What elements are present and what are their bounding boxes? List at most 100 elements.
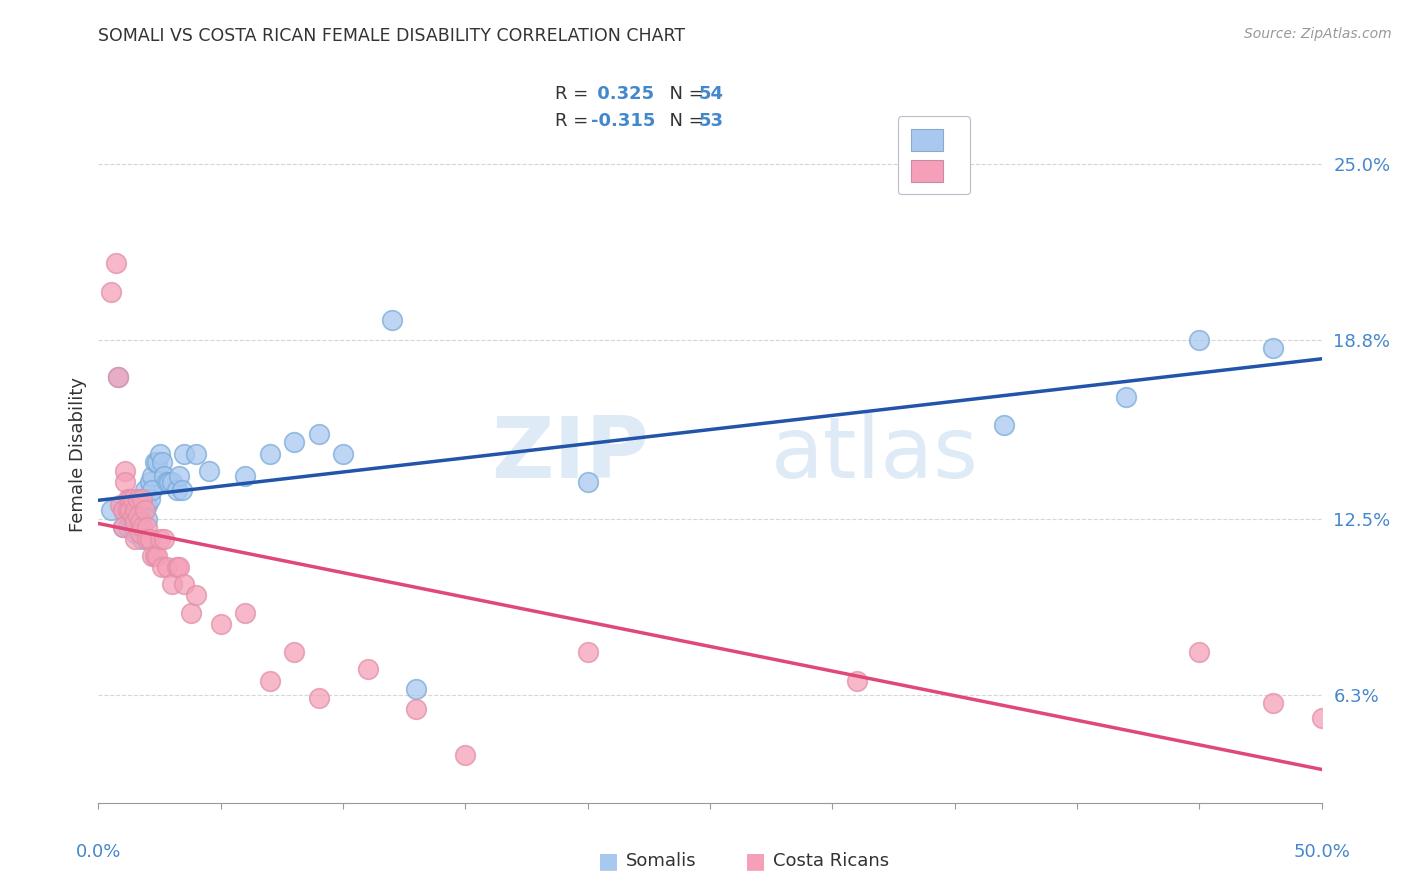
Point: [146, 549, 169, 563]
Point: [124, 526, 146, 541]
Text: atlas: atlas: [772, 413, 979, 497]
Point: [120, 491, 142, 506]
Point: [104, 256, 127, 270]
Point: [186, 589, 208, 603]
Point: [120, 512, 142, 526]
Point: [129, 503, 152, 517]
Point: [259, 446, 281, 460]
Point: [332, 446, 354, 460]
Point: [160, 475, 183, 489]
Point: [141, 549, 163, 563]
Point: [166, 560, 188, 574]
Point: [233, 606, 256, 620]
Point: [576, 475, 599, 489]
Point: [139, 475, 162, 489]
Text: ■: ■: [598, 851, 619, 871]
Point: [209, 616, 232, 631]
Point: [111, 503, 134, 517]
Text: 54: 54: [699, 85, 724, 103]
Point: [121, 520, 143, 534]
Point: [131, 520, 153, 534]
Point: [146, 455, 169, 469]
Point: [131, 491, 153, 506]
Text: -0.315: -0.315: [591, 112, 655, 130]
Point: [129, 515, 152, 529]
Point: [156, 475, 179, 489]
Point: [100, 503, 122, 517]
Point: [129, 526, 152, 541]
Point: [134, 498, 156, 512]
Point: [845, 673, 868, 688]
Text: Costa Ricans: Costa Ricans: [773, 852, 890, 870]
Point: [283, 435, 305, 450]
Point: [153, 532, 176, 546]
Point: [356, 662, 378, 676]
Point: [141, 469, 163, 483]
Point: [111, 520, 134, 534]
Point: [233, 469, 256, 483]
Point: [141, 483, 163, 498]
Text: 50.0%: 50.0%: [1294, 843, 1350, 861]
Y-axis label: Female Disability: Female Disability: [69, 377, 87, 533]
Point: [120, 503, 142, 517]
Point: [1261, 342, 1284, 356]
Point: [121, 491, 143, 506]
Text: 0.325: 0.325: [591, 85, 654, 103]
Point: [157, 475, 180, 489]
Point: [1261, 697, 1284, 711]
Point: [308, 690, 330, 705]
Point: [139, 491, 162, 506]
Point: [576, 645, 599, 659]
Point: [127, 520, 149, 534]
Point: [283, 645, 305, 659]
Point: [993, 418, 1015, 433]
Point: [127, 491, 149, 506]
Text: ZIP: ZIP: [491, 413, 648, 497]
Text: ■: ■: [745, 851, 766, 871]
Text: Somalis: Somalis: [626, 852, 696, 870]
Point: [149, 532, 172, 546]
Point: [121, 508, 143, 523]
Point: [117, 503, 139, 517]
Point: [111, 503, 134, 517]
Point: [136, 520, 159, 534]
Point: [173, 446, 195, 460]
Point: [1310, 710, 1333, 724]
Point: [381, 313, 404, 327]
Point: [149, 446, 172, 460]
Point: [166, 483, 188, 498]
Point: [134, 483, 156, 498]
Legend: , : ,: [898, 116, 970, 194]
Text: N =: N =: [658, 85, 710, 103]
Point: [1115, 390, 1137, 404]
Point: [308, 426, 330, 441]
Point: [124, 503, 146, 517]
Point: [127, 503, 149, 517]
Point: [124, 515, 146, 529]
Point: [129, 491, 152, 506]
Point: [136, 532, 159, 546]
Point: [156, 560, 179, 574]
Point: [454, 747, 477, 762]
Point: [405, 702, 427, 716]
Point: [131, 503, 153, 517]
Point: [167, 560, 190, 574]
Point: [167, 469, 190, 483]
Text: R =: R =: [555, 112, 595, 130]
Point: [114, 464, 136, 478]
Point: [150, 455, 173, 469]
Point: [180, 606, 202, 620]
Text: 53: 53: [699, 112, 724, 130]
Point: [150, 560, 173, 574]
Point: [1188, 645, 1211, 659]
Text: N =: N =: [658, 112, 710, 130]
Point: [173, 577, 195, 591]
Point: [111, 520, 134, 534]
Point: [1188, 333, 1211, 347]
Point: [131, 520, 153, 534]
Text: 0.0%: 0.0%: [76, 843, 121, 861]
Point: [117, 503, 139, 517]
Point: [107, 369, 129, 384]
Point: [120, 498, 142, 512]
Text: R =: R =: [555, 85, 595, 103]
